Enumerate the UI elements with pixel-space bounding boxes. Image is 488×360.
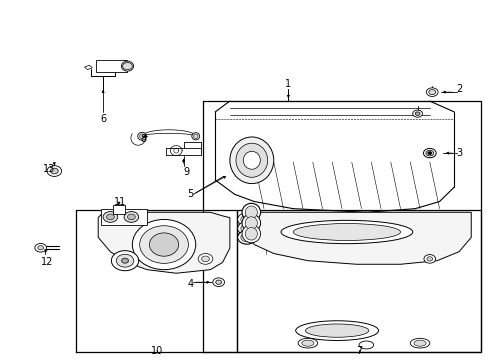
Text: 10: 10 <box>150 346 163 356</box>
Circle shape <box>198 253 212 264</box>
Ellipse shape <box>293 224 400 240</box>
Ellipse shape <box>229 137 273 184</box>
Ellipse shape <box>121 61 133 71</box>
Circle shape <box>215 280 221 284</box>
Ellipse shape <box>305 324 368 337</box>
Ellipse shape <box>413 340 425 346</box>
Circle shape <box>111 251 139 271</box>
Circle shape <box>412 110 422 117</box>
Ellipse shape <box>241 224 252 233</box>
Circle shape <box>116 254 134 267</box>
Ellipse shape <box>301 340 313 346</box>
Bar <box>101 209 147 225</box>
Ellipse shape <box>242 203 260 221</box>
Circle shape <box>127 214 135 220</box>
Circle shape <box>428 90 435 95</box>
Ellipse shape <box>237 230 256 244</box>
Ellipse shape <box>140 226 188 264</box>
Ellipse shape <box>237 213 256 226</box>
Circle shape <box>414 112 419 116</box>
Ellipse shape <box>149 233 178 256</box>
Text: 6: 6 <box>100 114 106 123</box>
Circle shape <box>122 63 132 70</box>
Text: 13: 13 <box>43 164 56 174</box>
Ellipse shape <box>242 225 260 243</box>
Ellipse shape <box>295 321 378 341</box>
Bar <box>113 205 125 214</box>
Text: 3: 3 <box>456 148 462 158</box>
Ellipse shape <box>244 217 257 229</box>
Text: 5: 5 <box>187 189 193 199</box>
Circle shape <box>47 166 61 176</box>
Text: 8: 8 <box>141 134 147 144</box>
Text: 11: 11 <box>114 197 126 207</box>
Ellipse shape <box>132 220 195 270</box>
Circle shape <box>201 256 209 262</box>
Text: 2: 2 <box>456 84 462 94</box>
Ellipse shape <box>281 220 412 244</box>
Ellipse shape <box>425 150 433 156</box>
Ellipse shape <box>423 148 435 158</box>
Ellipse shape <box>191 133 199 140</box>
Ellipse shape <box>298 338 317 348</box>
Ellipse shape <box>236 143 267 177</box>
Circle shape <box>38 246 43 250</box>
Circle shape <box>212 278 224 287</box>
Circle shape <box>50 168 58 174</box>
Ellipse shape <box>237 222 256 235</box>
Text: 1: 1 <box>285 78 291 89</box>
Ellipse shape <box>241 233 252 242</box>
Circle shape <box>35 243 46 252</box>
Text: 12: 12 <box>41 257 53 267</box>
Polygon shape <box>98 212 229 273</box>
Ellipse shape <box>138 132 146 140</box>
Circle shape <box>122 258 128 263</box>
Circle shape <box>427 152 431 154</box>
Circle shape <box>106 214 114 220</box>
Ellipse shape <box>242 214 260 232</box>
Circle shape <box>423 255 435 263</box>
Bar <box>96 60 127 72</box>
Circle shape <box>426 88 437 96</box>
Circle shape <box>124 212 139 222</box>
Ellipse shape <box>243 151 260 169</box>
Circle shape <box>103 212 118 222</box>
Ellipse shape <box>358 341 373 349</box>
Ellipse shape <box>409 338 429 348</box>
Polygon shape <box>84 65 92 69</box>
Circle shape <box>426 257 432 261</box>
Text: 9: 9 <box>183 167 189 177</box>
Ellipse shape <box>244 206 257 219</box>
Text: 7: 7 <box>355 346 362 356</box>
Ellipse shape <box>193 134 198 138</box>
Polygon shape <box>246 212 470 264</box>
Ellipse shape <box>140 134 144 139</box>
Ellipse shape <box>241 215 252 224</box>
Ellipse shape <box>244 228 257 240</box>
Text: 4: 4 <box>187 279 193 289</box>
